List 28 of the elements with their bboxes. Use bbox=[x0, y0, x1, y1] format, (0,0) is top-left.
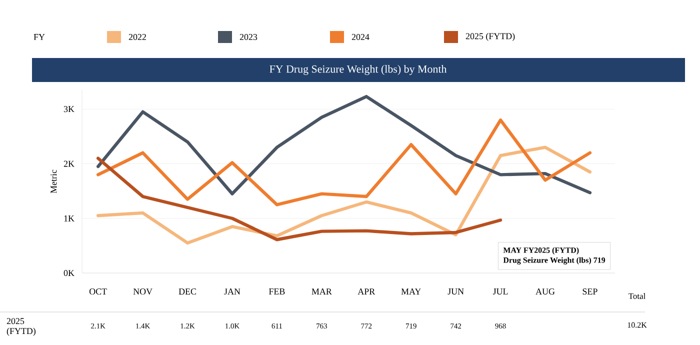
x-tick-label: MAY bbox=[401, 288, 421, 294]
x-tick-label: JUN bbox=[448, 288, 464, 294]
x-tick-label: SEP bbox=[582, 288, 598, 295]
x-tick-label: APR bbox=[358, 288, 376, 294]
x-tick-label: DEC bbox=[178, 288, 196, 295]
legend-label: 2025 (FYTD) bbox=[466, 32, 515, 42]
legend-label: 2024 bbox=[352, 34, 370, 40]
y-axis-title: Metric bbox=[50, 170, 57, 194]
legend-label: 2023 bbox=[240, 34, 258, 40]
chart-title: FY Drug Seizure Weight (lbs) by Month bbox=[270, 65, 447, 75]
line-series bbox=[96, 146, 592, 245]
x-tick-label: OCT bbox=[90, 288, 107, 295]
x-tick-label: JUL bbox=[493, 288, 508, 294]
x-tick-label: AUG bbox=[536, 288, 555, 295]
x-tick-label: JAN bbox=[224, 288, 240, 295]
text: Total bbox=[628, 293, 646, 299]
x-tick-label: FEB bbox=[269, 288, 285, 294]
x-tick-label: NOV bbox=[133, 288, 152, 295]
text: 2025 (FYTD) bbox=[6, 318, 36, 336]
y-tick-label: 3K bbox=[64, 106, 74, 112]
y-tick-label: 2K bbox=[64, 160, 74, 167]
line-series bbox=[96, 94, 592, 196]
legend-label: 2022 bbox=[128, 34, 146, 40]
legend-title: FY bbox=[34, 34, 45, 40]
y-tick-label: 1K bbox=[64, 215, 74, 222]
x-tick-label: MAR bbox=[312, 288, 332, 294]
line-series bbox=[96, 118, 592, 206]
y-tick-label: 0K bbox=[64, 270, 74, 276]
